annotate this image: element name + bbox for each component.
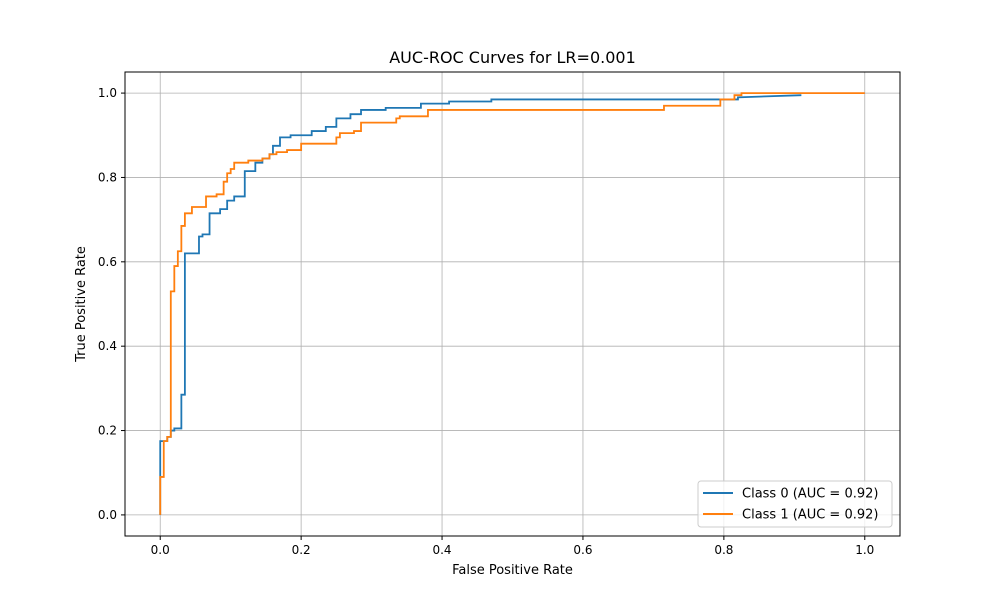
x-tick-label: 1.0	[855, 543, 874, 557]
chart-title: AUC-ROC Curves for LR=0.001	[389, 48, 636, 67]
legend-box	[697, 480, 893, 528]
x-axis: 0.0 0.2 0.4 0.6 0.8 1.0	[151, 536, 874, 557]
y-tick-label: 1.0	[98, 86, 117, 100]
legend-label-class-0: Class 0 (AUC = 0.92)	[742, 487, 878, 502]
x-axis-label: False Positive Rate	[452, 563, 573, 578]
legend-label-class-1: Class 1 (AUC = 0.92)	[742, 508, 878, 523]
y-tick-label: 0.8	[98, 170, 117, 184]
x-tick-label: 0.8	[714, 543, 733, 557]
plot-area	[124, 71, 901, 537]
y-tick-label: 0.4	[98, 339, 117, 353]
y-axis-label: True Positive Rate	[74, 246, 89, 363]
series-lines	[159, 92, 865, 515]
x-tick-label: 0.4	[432, 543, 451, 557]
y-axis: 0.0 0.2 0.4 0.6 0.8 1.0	[98, 86, 125, 522]
y-tick-label: 0.0	[98, 508, 117, 522]
x-tick-label: 0.2	[292, 543, 311, 557]
x-tick-label: 0.6	[573, 543, 592, 557]
x-tick-label: 0.0	[151, 543, 170, 557]
y-tick-label: 0.6	[98, 255, 117, 269]
roc-line-class-1	[159, 92, 865, 515]
legend: Class 0 (AUC = 0.92) Class 1 (AUC = 0.92…	[697, 480, 893, 528]
y-tick-label: 0.2	[98, 424, 117, 438]
